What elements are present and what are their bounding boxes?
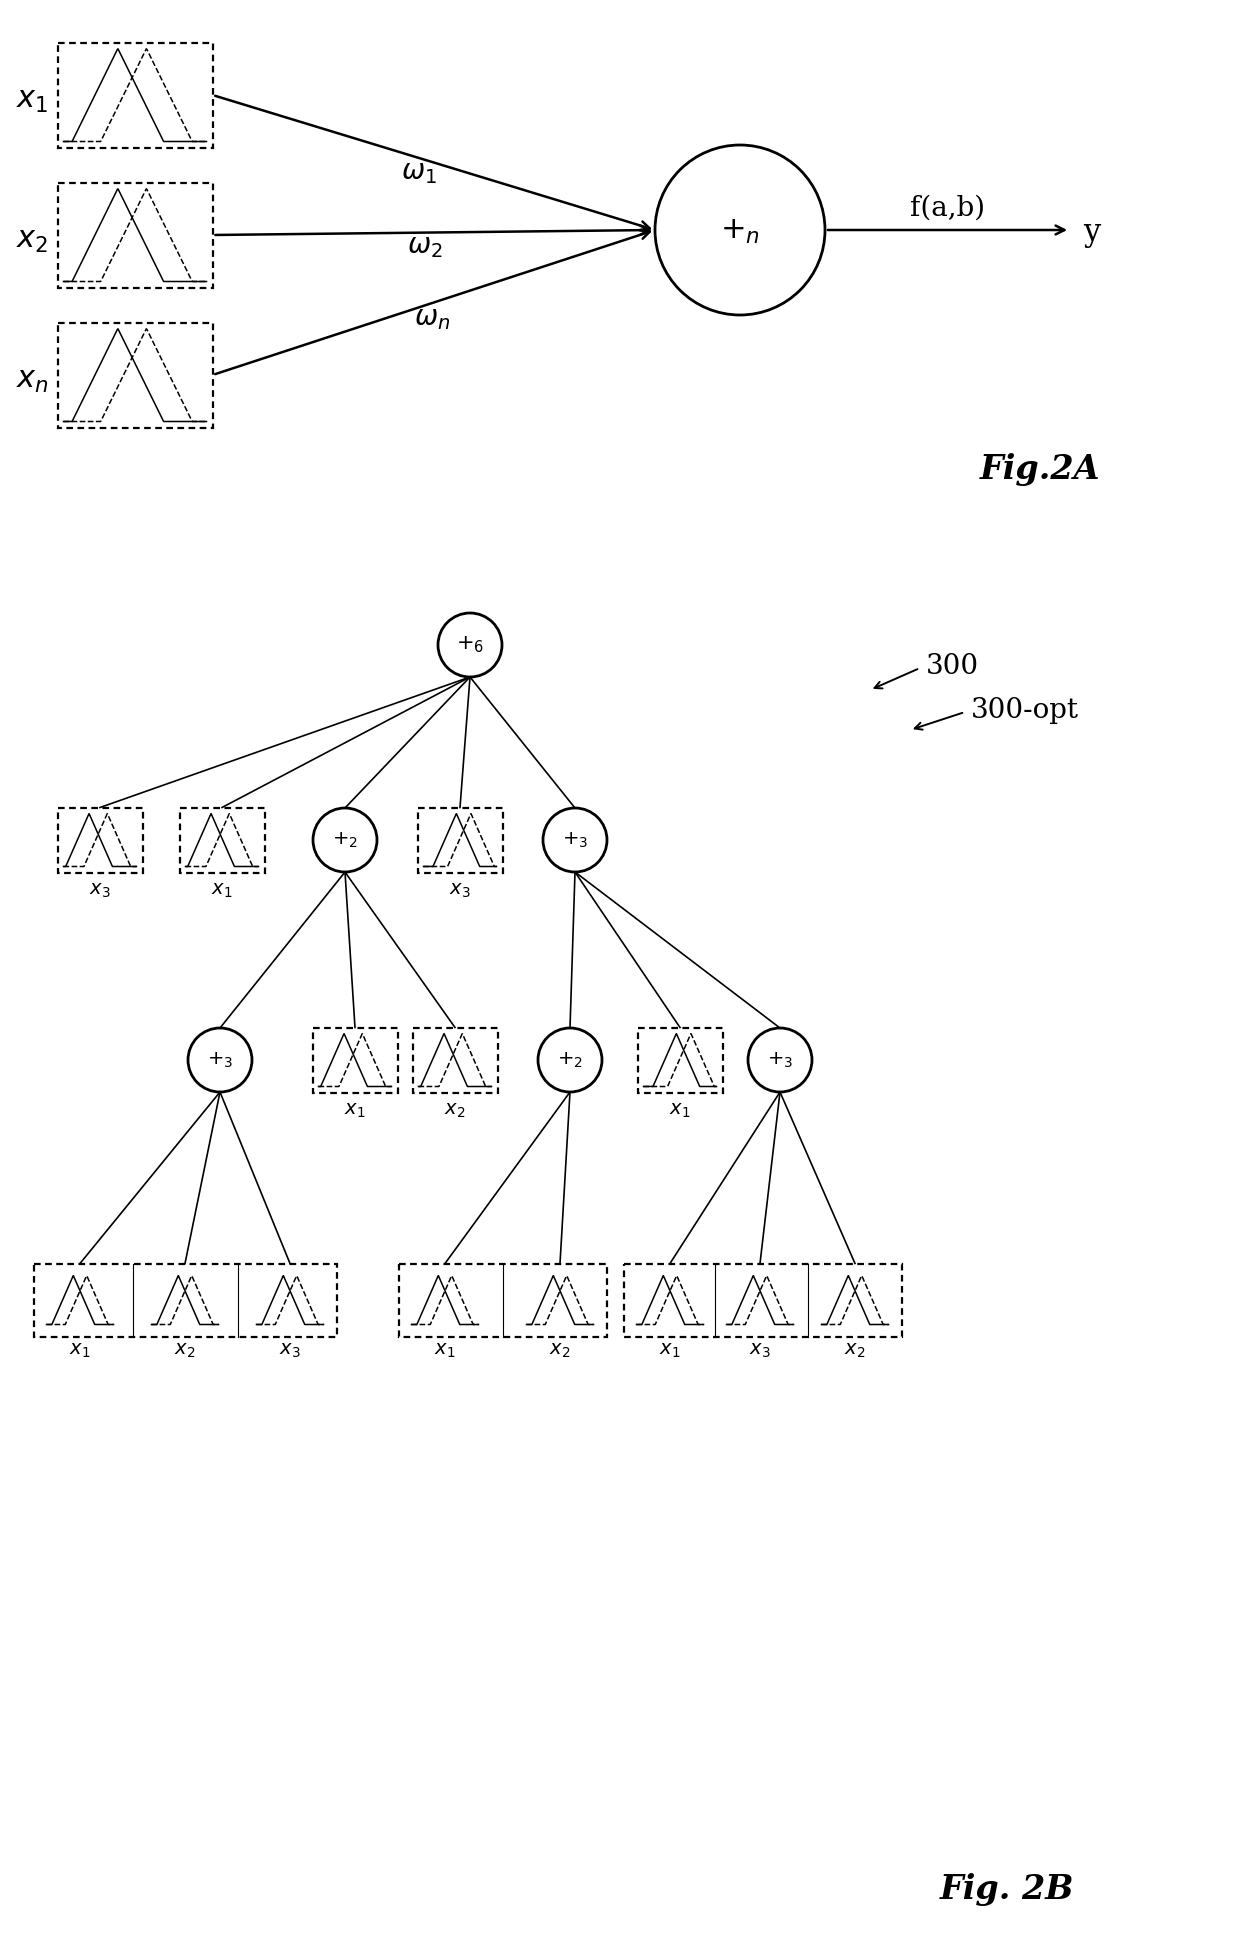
Bar — [57, 322, 212, 427]
Bar — [180, 807, 264, 872]
Bar — [624, 1264, 901, 1336]
Text: $x_2$: $x_2$ — [175, 1342, 196, 1359]
Text: y: y — [1084, 218, 1101, 248]
Bar — [418, 807, 502, 872]
Text: $+_2$: $+_2$ — [557, 1051, 583, 1071]
Text: $x_3$: $x_3$ — [449, 881, 471, 899]
Text: 300-opt: 300-opt — [971, 696, 1079, 723]
Bar — [33, 1264, 336, 1336]
Text: 300: 300 — [926, 653, 980, 679]
Text: $x_n$: $x_n$ — [16, 363, 48, 394]
Text: $x_1$: $x_1$ — [211, 881, 233, 899]
Text: f(a,b): f(a,b) — [910, 195, 985, 222]
Text: $x_2$: $x_2$ — [444, 1102, 466, 1119]
Text: $x_1$: $x_1$ — [345, 1102, 366, 1119]
Bar — [57, 43, 212, 148]
Text: $x_1$: $x_1$ — [69, 1342, 91, 1359]
Text: $\omega_n$: $\omega_n$ — [414, 304, 450, 332]
Bar — [57, 807, 143, 872]
Text: $x_2$: $x_2$ — [16, 224, 48, 255]
Bar — [413, 1028, 497, 1092]
Text: $\omega_1$: $\omega_1$ — [401, 160, 436, 187]
Bar — [312, 1028, 398, 1092]
Text: $x_3$: $x_3$ — [749, 1342, 771, 1359]
Text: $x_1$: $x_1$ — [660, 1342, 681, 1359]
Text: $+_2$: $+_2$ — [332, 831, 358, 850]
Bar — [637, 1028, 723, 1092]
Text: Fig.2A: Fig.2A — [980, 454, 1101, 486]
Text: $+_3$: $+_3$ — [768, 1051, 794, 1071]
Text: $x_1$: $x_1$ — [434, 1342, 456, 1359]
Text: $+_3$: $+_3$ — [562, 831, 588, 850]
Text: $x_2$: $x_2$ — [549, 1342, 570, 1359]
Text: $x_3$: $x_3$ — [89, 881, 110, 899]
Text: Fig. 2B: Fig. 2B — [940, 1874, 1075, 1907]
Text: $\omega_2$: $\omega_2$ — [408, 234, 443, 259]
Text: $+_3$: $+_3$ — [207, 1051, 233, 1071]
Bar — [57, 183, 212, 287]
Text: $x_1$: $x_1$ — [670, 1102, 691, 1119]
Bar — [398, 1264, 606, 1336]
Text: $+_n$: $+_n$ — [720, 214, 760, 246]
Text: $x_3$: $x_3$ — [279, 1342, 301, 1359]
Text: $+_6$: $+_6$ — [456, 634, 484, 655]
Text: $x_1$: $x_1$ — [16, 84, 48, 115]
Text: $x_2$: $x_2$ — [844, 1342, 866, 1359]
